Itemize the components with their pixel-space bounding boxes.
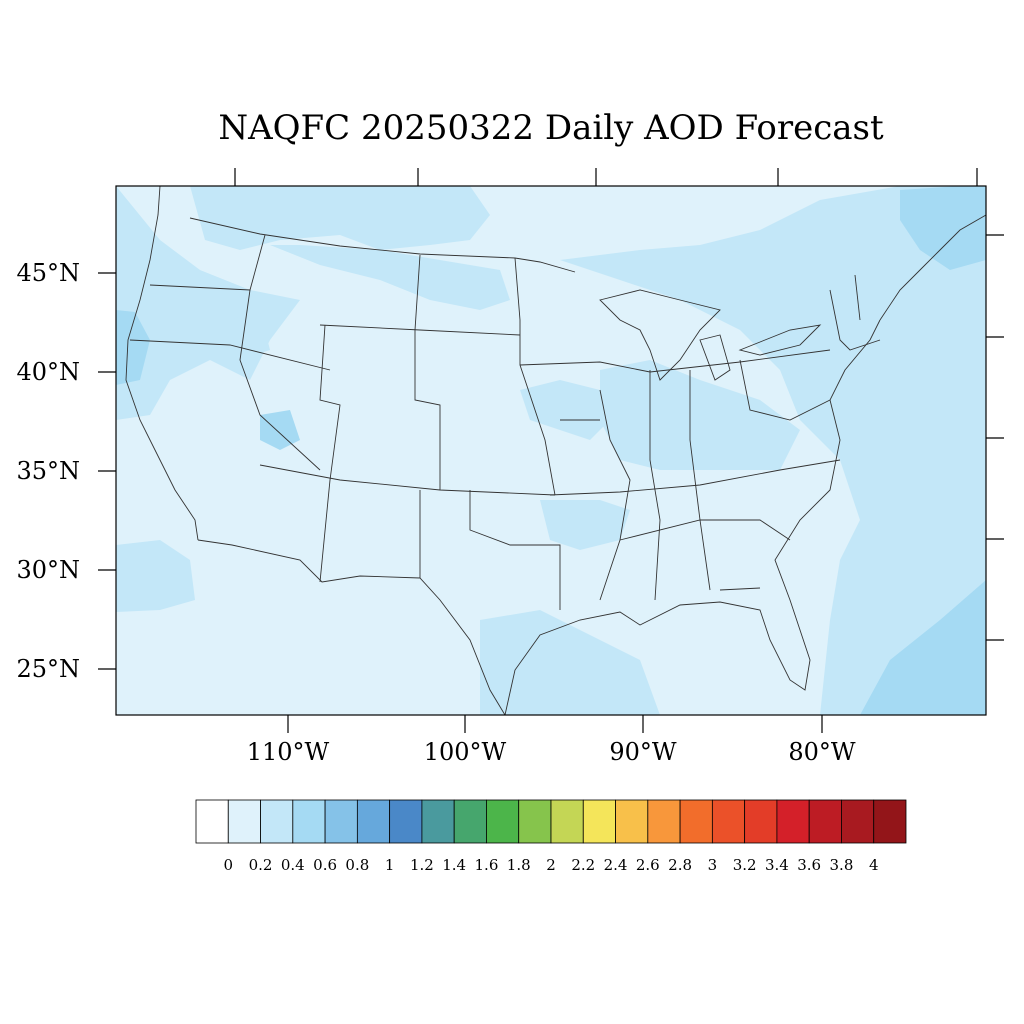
colorbar-bin <box>679 799 713 844</box>
colorbar-bin <box>453 799 487 844</box>
colorbar-bin <box>227 799 261 844</box>
colorbar-label: 2.8 <box>668 856 692 874</box>
left-ticks <box>98 272 116 670</box>
bottom-ticks <box>287 715 823 733</box>
colorbar-bin <box>841 799 875 844</box>
colorbar-label: 2.6 <box>636 856 660 874</box>
lat-label-45: 45°N <box>16 259 80 287</box>
map-title: NAQFC 20250322 Daily AOD Forecast <box>218 108 884 148</box>
colorbar-label: 0.8 <box>345 856 369 874</box>
colorbar-bin <box>486 799 520 844</box>
state-boundaries <box>125 186 986 715</box>
lon-labels: 110°W 100°W 90°W 80°W <box>247 738 856 766</box>
colorbar-label: 1.2 <box>410 856 434 874</box>
colorbar-label: 1 <box>385 856 395 874</box>
lon-label-90: 90°W <box>609 738 677 766</box>
colorbar-label: 0.6 <box>313 856 337 874</box>
colorbar-label: 3.2 <box>733 856 757 874</box>
lat-labels: 45°N 40°N 35°N 30°N 25°N <box>16 259 80 683</box>
colorbar-bin <box>873 799 907 844</box>
colorbar-label: 3.4 <box>765 856 789 874</box>
colorbar-bin <box>808 799 842 844</box>
colorbar-bin <box>421 799 455 844</box>
colorbar-bin <box>550 799 584 844</box>
lon-label-100: 100°W <box>424 738 507 766</box>
colorbar-label: 3.8 <box>830 856 854 874</box>
colorbar-label: 1.8 <box>507 856 531 874</box>
colorbar-label: 2 <box>546 856 556 874</box>
lat-label-25: 25°N <box>16 655 80 683</box>
colorbar-bin <box>195 799 229 844</box>
top-ticks <box>234 168 978 186</box>
colorbar-bin <box>615 799 649 844</box>
colorbar-label: 1.6 <box>475 856 499 874</box>
lat-label-30: 30°N <box>16 556 80 584</box>
colorbar-bin <box>776 799 810 844</box>
lat-label-40: 40°N <box>16 358 80 386</box>
colorbar-label: 3 <box>708 856 718 874</box>
colorbar-label: 4 <box>869 856 879 874</box>
lat-label-35: 35°N <box>16 457 80 485</box>
colorbar-bin <box>389 799 423 844</box>
colorbar-label: 0.2 <box>249 856 273 874</box>
colorbar <box>195 799 907 844</box>
colorbar-label: 3.6 <box>797 856 821 874</box>
colorbar-labels: 0 0.2 0.4 0.6 0.8 1 1.2 1.4 1.6 1.8 2 2.2 2.4 2.6 2.8 3… <box>223 856 878 874</box>
colorbar-bin <box>356 799 391 844</box>
colorbar-bin <box>744 799 778 844</box>
colorbar-bin <box>711 799 746 844</box>
colorbar-bin <box>260 799 294 844</box>
lon-label-80: 80°W <box>788 738 856 766</box>
colorbar-bin <box>324 799 358 844</box>
colorbar-label: 0.4 <box>281 856 305 874</box>
right-ticks <box>986 234 1004 641</box>
colorbar-bin <box>582 799 616 844</box>
lon-label-110: 110°W <box>247 738 330 766</box>
colorbar-label: 2.4 <box>604 856 628 874</box>
colorbar-label: 0 <box>223 856 233 874</box>
colorbar-label: 2.2 <box>571 856 595 874</box>
colorbar-bin <box>292 799 326 844</box>
aod-level-0.4-0.6 <box>116 186 986 715</box>
colorbar-label: 1.4 <box>442 856 466 874</box>
colorbar-bin <box>647 799 681 844</box>
colorbar-bin <box>518 799 552 844</box>
map-frame <box>115 185 987 716</box>
